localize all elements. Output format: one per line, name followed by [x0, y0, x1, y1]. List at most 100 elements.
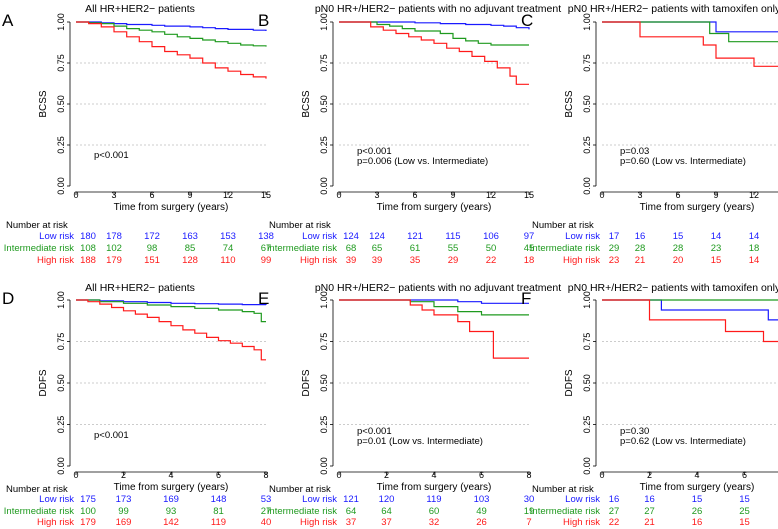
panel-d-risk-count: 169: [116, 517, 132, 528]
panel-e-risk-count: 32: [429, 517, 440, 528]
panel-c-x-tick-label: 12: [749, 190, 759, 200]
panel-f-label: F: [521, 289, 531, 308]
panel-a-curve-high: [76, 21, 267, 79]
panel-f-risk-group-intermediate: Intermediate risk: [530, 506, 600, 517]
panel-c-risk-header: Number at risk: [532, 220, 594, 231]
panel-b-risk-count: 124: [369, 231, 385, 242]
panel-c-y-tick-label: 1.00: [582, 13, 592, 31]
panel-e-curve-high: [339, 299, 529, 359]
panel-b-label: B: [258, 11, 269, 30]
panel-d-risk-count: 179: [80, 517, 96, 528]
panel-d-risk-group-intermediate: Intermediate risk: [4, 506, 74, 517]
panel-b-risk-count: 106: [483, 231, 499, 242]
panel-a-risk-count: 85: [185, 243, 196, 254]
panel-a-risk-group-low: Low risk: [39, 231, 74, 242]
panel-c-risk-count: 14: [749, 255, 760, 266]
panel-f-risk-count: 16: [644, 494, 655, 505]
panel-c-risk-count: 23: [609, 255, 620, 266]
panel-e-y-tick-label: 0.25: [319, 416, 329, 434]
panel-c-y-tick-label: 0.00: [582, 177, 592, 195]
panel-e-risk-count: 49: [476, 506, 487, 517]
panel-b-risk-count: 35: [410, 255, 421, 266]
panel-a-risk-count: 98: [147, 243, 158, 254]
panel-c-title: pN0 HR+/HER2− patients with tamoxifen on…: [568, 3, 778, 15]
panel-c-risk-count: 15: [673, 231, 684, 242]
panel-d-title: All HR+HER2− patients: [85, 282, 195, 294]
panel-b-curve-high: [339, 21, 529, 85]
panel-b-risk-count: 18: [524, 255, 535, 266]
panel-f-risk-count: 25: [739, 506, 750, 517]
panel-b-risk-count: 45: [524, 243, 535, 254]
panel-d-risk-count: 119: [211, 517, 226, 528]
panel-e-risk-count: 30: [524, 494, 535, 505]
panel-d-x-tick-label: 4: [168, 470, 173, 480]
panel-c-curve-low: [602, 21, 778, 33]
panel-e-ylabel: DDFS: [301, 369, 312, 397]
panel-c-risk-count: 14: [749, 231, 760, 242]
panel-d-curve-high: [76, 299, 266, 361]
panel-b-risk-count: 61: [410, 243, 421, 254]
panel-e-p-value: p=0.01 (Low vs. Intermediate): [357, 436, 483, 447]
panel-a-risk-count: 108: [80, 243, 96, 254]
panel-b-risk-count: 65: [372, 243, 383, 254]
panel-b-y-tick-label: 0.50: [319, 95, 329, 113]
panel-f-y-tick-label: 0.00: [582, 457, 592, 475]
panel-b-y-tick-label: 0.25: [319, 136, 329, 154]
panel-d-risk-count: 27: [261, 506, 272, 517]
panel-e-risk-count: 26: [476, 517, 487, 528]
panel-b-risk-header: Number at risk: [269, 220, 331, 231]
panel-a-y-tick-label: 0.25: [56, 136, 66, 154]
panel-e-risk-group-low: Low risk: [302, 494, 337, 505]
panel-a-label: A: [2, 11, 14, 30]
panel-c-y-tick-label: 0.25: [582, 136, 592, 154]
panel-a-y-tick-label: 0.00: [56, 177, 66, 195]
panel-f-curve-intermediate: [602, 299, 778, 301]
panel-a-risk-count: 180: [80, 231, 96, 242]
panel-c-p-value: p=0.60 (Low vs. Intermediate): [620, 156, 746, 167]
panel-d-risk-count: 93: [166, 506, 177, 517]
panel-c-p-value: p=0.03: [620, 146, 649, 157]
panel-d-risk-count: 40: [261, 517, 272, 528]
panel-b-risk-count: 29: [448, 255, 459, 266]
panel-e-risk-count: 7: [526, 517, 531, 528]
panel-b-curve-low: [339, 21, 530, 30]
panel-c-curve-high: [602, 21, 778, 67]
panel-d-risk-count: 53: [261, 494, 272, 505]
panel-c-x-tick-label: 3: [637, 190, 642, 200]
panel-e-risk-count: 64: [346, 506, 357, 517]
panel-b-risk-group-low: Low risk: [302, 231, 337, 242]
panel-a-x-tick-label: 3: [111, 190, 116, 200]
panel-c-risk-group-low: Low risk: [565, 231, 600, 242]
panel-d-risk-count: 173: [116, 494, 132, 505]
panel-b-risk-count: 50: [486, 243, 497, 254]
panel-f-x-tick-label: 4: [694, 470, 699, 480]
panel-e-risk-count: 64: [381, 506, 392, 517]
panel-e-x-tick-label: 6: [479, 470, 484, 480]
panel-e-label: E: [258, 289, 269, 308]
panel-c-risk-count: 20: [673, 255, 684, 266]
panel-a-x-tick-label: 0: [73, 190, 78, 200]
panel-b-risk-group-high: High risk: [300, 255, 337, 266]
panel-f-xlabel: Time from surgery (years): [640, 482, 755, 493]
panel-e-title: pN0 HR+/HER2− patients with no adjuvant …: [315, 282, 561, 294]
panel-c-risk-count: 23: [711, 243, 722, 254]
panel-b-x-tick-label: 3: [374, 190, 379, 200]
panel-b-risk-count: 39: [372, 255, 383, 266]
panel-d-risk-count: 148: [211, 494, 227, 505]
panel-b-risk-count: 121: [407, 231, 423, 242]
panel-d-y-tick-label: 0.25: [56, 416, 66, 434]
panel-d-y-tick-label: 0.00: [56, 457, 66, 475]
panel-d-x-tick-label: 2: [121, 470, 126, 480]
panel-e-risk-count: 19: [524, 506, 535, 517]
panel-a-risk-count: 128: [182, 255, 198, 266]
panel-b-ylabel: BCSS: [301, 90, 312, 118]
panel-d-risk-count: 169: [163, 494, 179, 505]
panel-a-p-value: p<0.001: [94, 150, 129, 161]
panel-f-risk-count: 27: [644, 506, 655, 517]
panel-e-risk-count: 120: [379, 494, 395, 505]
panel-e-y-tick-label: 0.50: [319, 374, 329, 392]
panel-c-ylabel: BCSS: [564, 90, 575, 118]
panel-c-risk-group-intermediate: Intermediate risk: [530, 243, 600, 254]
panel-e-p-value: p<0.001: [357, 426, 392, 437]
